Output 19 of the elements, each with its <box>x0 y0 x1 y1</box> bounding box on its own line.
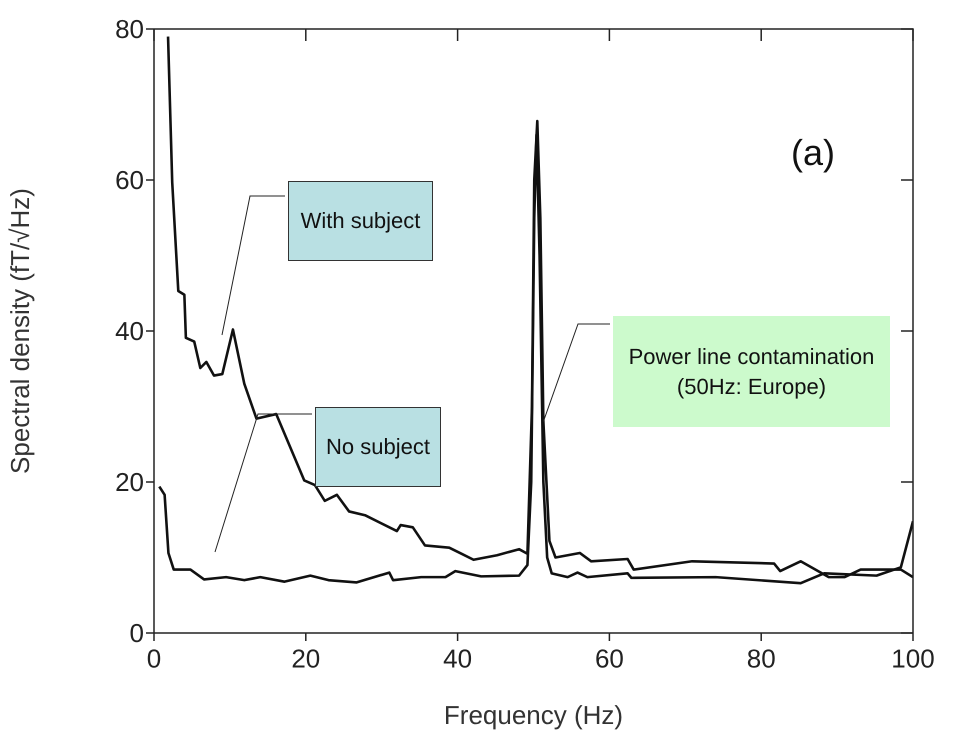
annotation: No subject <box>326 433 430 461</box>
annotation: Power line contamination (50Hz: Europe) <box>628 342 876 401</box>
y-tick-label: 0 <box>130 618 144 648</box>
callout-box: No subject <box>315 407 441 487</box>
y-axis-title: Spectral density (fT/√Hz) <box>5 188 36 474</box>
y-tick-label: 20 <box>115 467 144 498</box>
annotation: (a) <box>791 132 835 173</box>
x-tick-label: 60 <box>594 643 624 674</box>
x-tick-label: 100 <box>891 643 935 674</box>
x-tick-label: 40 <box>443 643 472 674</box>
x-tick-label: 20 <box>291 643 320 674</box>
x-axis-title: Frequency (Hz) <box>444 700 624 730</box>
y-tick-label: 60 <box>115 165 144 196</box>
callout-box: Power line contamination (50Hz: Europe) <box>613 316 890 427</box>
y-tick-label: 80 <box>115 14 144 44</box>
annotation: With subject <box>300 207 420 235</box>
callout-box: With subject <box>288 181 433 261</box>
y-tick-label: 40 <box>115 316 144 346</box>
x-tick-label: 80 <box>746 643 776 674</box>
